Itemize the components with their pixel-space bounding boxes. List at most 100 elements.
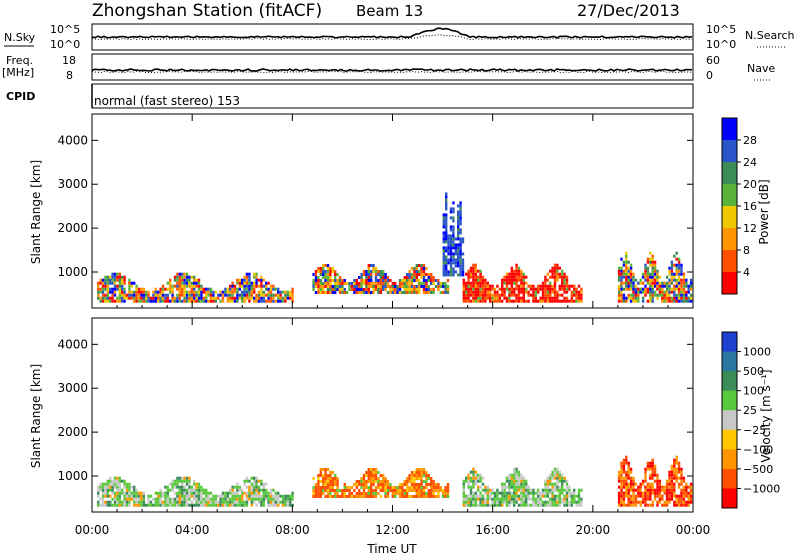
echo-cell (520, 503, 523, 507)
echo-cell (329, 270, 332, 273)
echo-cell (250, 281, 253, 285)
echo-cell (260, 299, 263, 303)
echo-cell (469, 491, 473, 495)
echo-cell (181, 476, 184, 480)
echo-cell (479, 269, 482, 273)
echo-cell (217, 500, 220, 504)
x-tick-label: 16:00 (475, 523, 510, 537)
echo-cell (253, 479, 256, 483)
echo-cell (479, 278, 482, 282)
echo-cell (317, 267, 320, 270)
echo-cell (508, 476, 511, 480)
echo-cell (481, 494, 485, 498)
echo-cell (267, 290, 270, 294)
echo-cell (355, 480, 358, 483)
echo-cell (551, 482, 554, 486)
echo-cell (322, 492, 325, 495)
echo-cell (391, 288, 394, 291)
echo-cell (362, 495, 366, 498)
echo-cell (467, 287, 470, 291)
echo-cell (558, 266, 561, 270)
echo-cell (477, 473, 480, 477)
echo-cell (477, 479, 480, 483)
echo-cell (374, 495, 378, 498)
echo-cell (442, 492, 445, 495)
echo-cell (128, 485, 131, 489)
echo-cell (202, 497, 205, 501)
echo-cell (181, 293, 184, 297)
echo-cell (406, 486, 409, 489)
echo-cell (135, 284, 138, 288)
echo-cell (677, 482, 681, 486)
echo-cell (415, 270, 418, 273)
echo-cell (568, 503, 571, 507)
echo-cell (329, 276, 332, 279)
echo-cell (479, 299, 482, 303)
echo-cell (617, 470, 621, 474)
echo-cell (505, 275, 509, 279)
echo-cell (101, 296, 105, 300)
echo-cell (365, 282, 368, 285)
echo-cell (212, 293, 215, 297)
echo-cell (573, 290, 576, 294)
echo-cell (193, 293, 196, 297)
echo-cell (442, 258, 445, 262)
echo-cell (670, 479, 674, 483)
echo-cell (104, 491, 107, 495)
echo-cell (627, 467, 630, 471)
echo-cell (97, 281, 100, 285)
echo-cell (505, 278, 509, 282)
echo-cell (551, 497, 554, 501)
echo-cell (454, 261, 457, 265)
echo-cell (525, 299, 528, 303)
echo-cell (442, 270, 445, 274)
echo-cell (627, 269, 630, 273)
echo-cell (673, 293, 676, 297)
echo-cell (265, 482, 268, 486)
echo-cell (319, 489, 322, 492)
echo-cell (462, 503, 465, 507)
echo-cell (656, 272, 659, 276)
echo-cell (336, 492, 339, 495)
echo-cell (350, 285, 354, 288)
y-tick-label: 2000 (57, 221, 88, 235)
echo-cell (176, 482, 179, 486)
echo-cell (109, 503, 112, 507)
echo-cell (687, 494, 690, 498)
echo-cell (336, 282, 339, 285)
echo-cell (326, 468, 330, 471)
echo-cell (529, 287, 533, 291)
colorbar-swatch (722, 228, 737, 251)
echo-cell (372, 489, 375, 492)
echo-cell (651, 287, 654, 291)
echo-cell (427, 489, 430, 492)
echo-cell (360, 285, 363, 288)
echo-cell (658, 497, 662, 501)
echo-cell (176, 479, 179, 483)
echo-cell (128, 491, 131, 495)
echo-cell (396, 288, 399, 291)
echo-cell (111, 497, 114, 501)
echo-cell (396, 486, 399, 489)
echo-cell (617, 290, 621, 294)
echo-cell (205, 293, 208, 297)
echo-cell (641, 287, 645, 291)
echo-cell (477, 284, 480, 288)
echo-cell (118, 485, 121, 489)
echo-cell (452, 234, 455, 238)
echo-cell (410, 477, 414, 480)
colorbar-swatch (722, 410, 737, 431)
echo-cell (430, 483, 433, 486)
echo-cell (123, 281, 126, 285)
echo-cell (176, 293, 179, 297)
echo-cell (250, 293, 253, 297)
echo-cell (358, 483, 361, 486)
echo-cell (682, 272, 686, 276)
echo-cell (553, 497, 557, 501)
echo-cell (465, 296, 468, 300)
echo-cell (677, 281, 681, 285)
echo-cell (425, 480, 428, 483)
echo-cell (406, 495, 409, 498)
echo-cell (253, 491, 256, 495)
echo-cell (532, 491, 535, 495)
